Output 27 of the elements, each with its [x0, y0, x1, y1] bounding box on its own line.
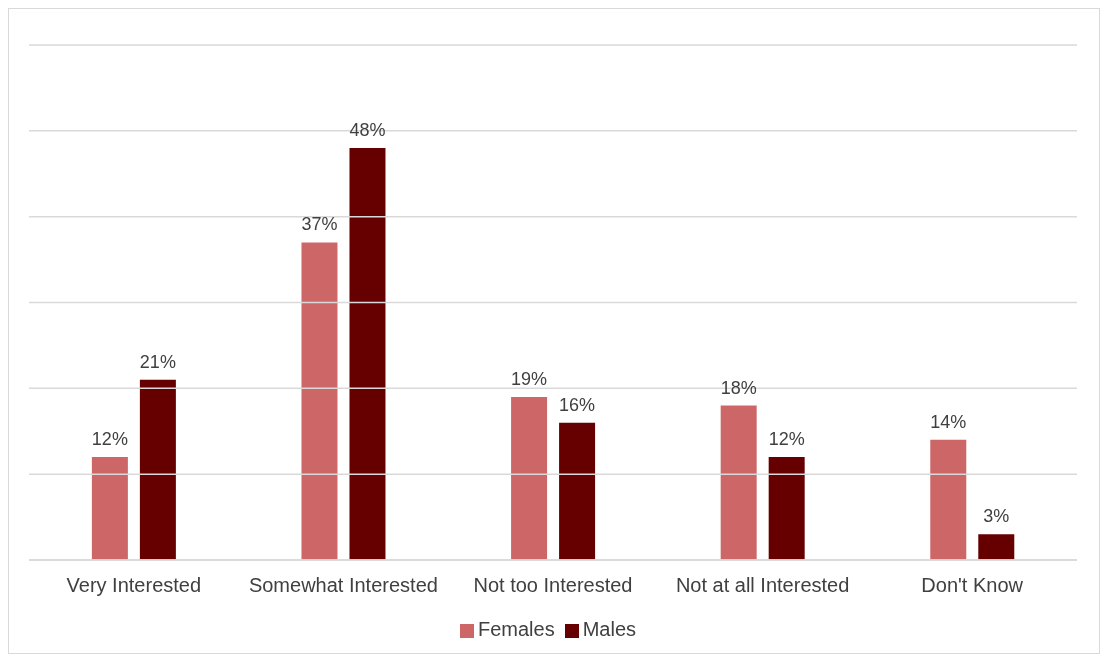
x-tick-label: Very Interested	[66, 574, 202, 597]
bar	[301, 242, 338, 560]
data-label: 12%	[91, 429, 128, 449]
bar	[978, 534, 1015, 560]
data-label: 14%	[930, 411, 967, 432]
data-label: 18%	[720, 377, 757, 398]
x-tick-label: Somewhat Interested	[248, 574, 438, 597]
data-label: 48%	[349, 120, 386, 140]
bar	[559, 422, 596, 560]
bar	[349, 148, 386, 560]
x-tick-label: Not at all Interested	[675, 574, 850, 597]
legend-label: Males	[582, 618, 637, 640]
data-label: 21%	[139, 351, 176, 372]
bar	[720, 405, 757, 560]
x-tick-label: Not too Interested	[473, 574, 633, 597]
bar	[91, 457, 128, 560]
data-label: 19%	[511, 368, 548, 389]
bar	[768, 457, 805, 560]
legend-label: Females	[477, 618, 555, 640]
x-tick-label: Don't Know	[921, 574, 1024, 597]
bar	[930, 439, 967, 560]
data-label: 16%	[559, 394, 596, 415]
data-label: 37%	[301, 214, 338, 235]
data-label: 3%	[983, 506, 1010, 527]
bar	[139, 379, 176, 560]
bar	[511, 396, 548, 560]
data-label: 12%	[768, 429, 805, 449]
